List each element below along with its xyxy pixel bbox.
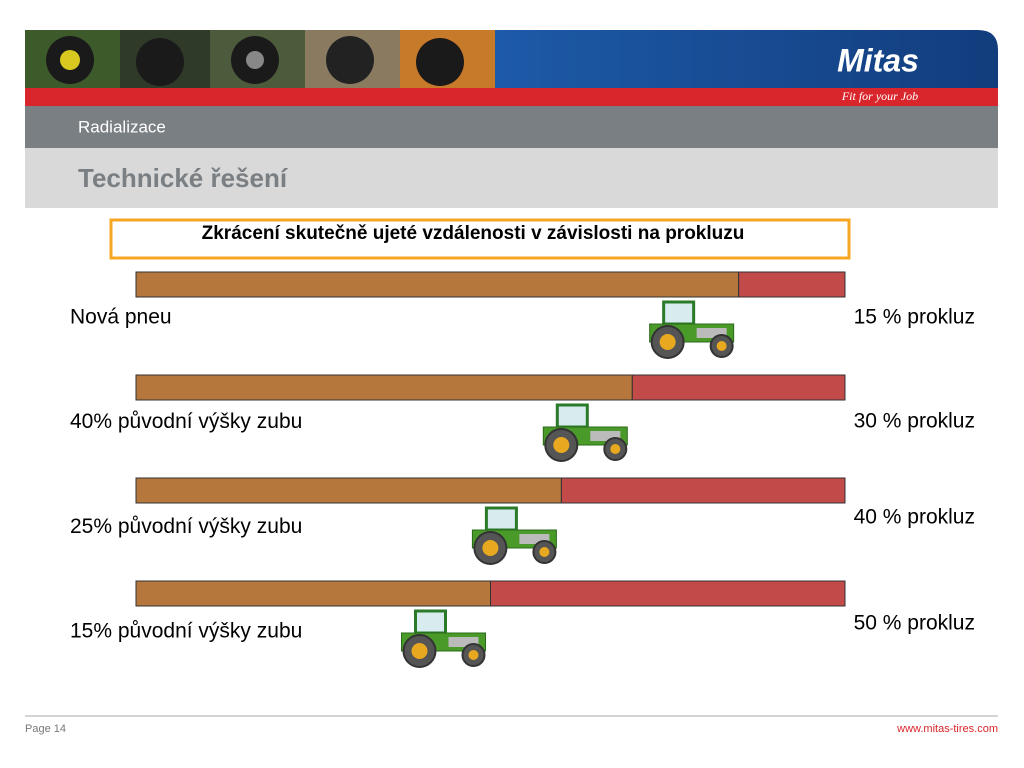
footer-url: www.mitas-tires.com — [896, 723, 998, 735]
slip-bar — [738, 271, 846, 298]
slip-bar — [560, 477, 846, 504]
tractor-icon — [471, 506, 557, 565]
tractor-cab — [662, 300, 696, 326]
tractor-cab — [484, 506, 518, 532]
title-band — [25, 148, 998, 208]
page-number: Page 14 — [25, 723, 66, 735]
subtitle-box — [109, 218, 851, 260]
header-photos — [25, 30, 495, 88]
distance-bar — [135, 580, 491, 607]
slip-bar — [490, 580, 846, 607]
tractor-icon — [542, 403, 628, 462]
tractor-cab — [414, 609, 447, 635]
row-label: Nová pneu — [70, 306, 172, 329]
slip-label: 40 % prokluz — [854, 506, 975, 529]
slip-label: 15 % prokluz — [854, 306, 975, 329]
slip-label: 30 % prokluz — [854, 410, 975, 433]
tractor-front-hub — [468, 650, 479, 660]
row-label: 25% původní výšky zubu — [70, 515, 302, 538]
tractor-engine — [590, 431, 621, 441]
subtitle: Zkrácení skutečně ujeté vzdálenosti v zá… — [202, 223, 745, 244]
tractor-front-hub — [716, 341, 727, 351]
distance-bar — [135, 271, 740, 298]
brand-logo: Mitas — [837, 42, 919, 78]
tractor-rear-hub — [659, 334, 676, 350]
row-label: 40% původní výšky zubu — [70, 410, 302, 433]
tractor-front-hub — [539, 547, 550, 557]
tractor-icon — [401, 609, 486, 668]
tractor-icon — [649, 300, 735, 359]
row-label: 15% původní výšky zubu — [70, 620, 302, 643]
slide-title: Technické řešení — [78, 163, 288, 193]
tractor-rear-hub — [411, 643, 428, 659]
slip-label: 50 % prokluz — [854, 612, 975, 635]
section-title: Radializace — [78, 117, 166, 136]
header-brand-band — [495, 30, 998, 88]
tractor-engine — [448, 637, 479, 647]
rows: Nová pneu 15 % prokluz 40% původní výšky z… — [70, 271, 975, 668]
tractor-rear-hub — [482, 540, 499, 556]
tractor-front-hub — [610, 444, 621, 454]
tractor-engine — [696, 328, 727, 338]
slogan: Fit for your Job — [841, 89, 918, 103]
slip-bar — [631, 374, 846, 401]
red-band — [25, 88, 998, 106]
tractor-rear-hub — [553, 437, 570, 453]
distance-bar — [135, 477, 562, 504]
tractor-cab — [555, 403, 589, 429]
distance-bar — [135, 374, 633, 401]
section-band — [25, 106, 998, 148]
tractor-engine — [519, 534, 550, 544]
